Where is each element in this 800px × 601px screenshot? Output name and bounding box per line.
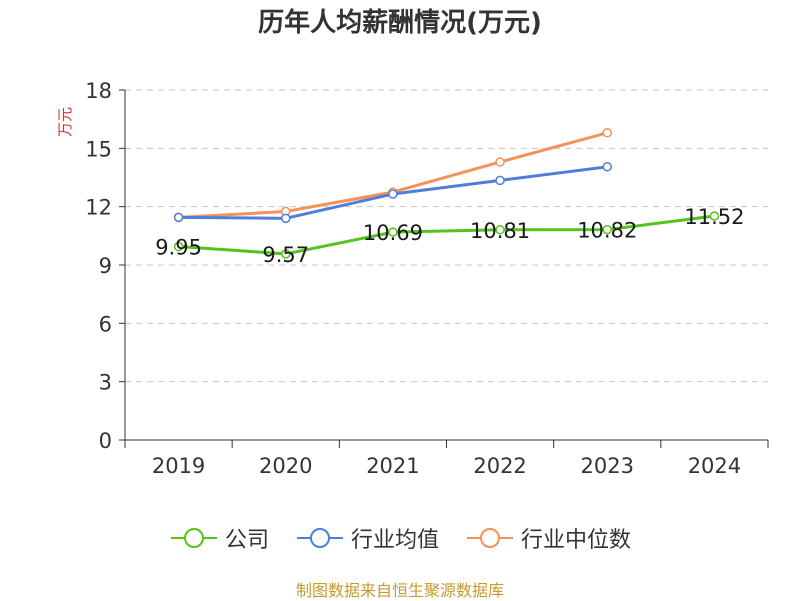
legend-item-company[interactable]: 公司 [169,522,269,554]
data-label: 11.52 [684,205,744,229]
y-tick-label: 3 [99,371,112,395]
data-point [709,211,720,221]
data-label: 10.82 [577,219,637,243]
y-tick-label: 0 [99,429,112,453]
legend-marker-icon [170,528,217,548]
series-points [173,128,720,259]
legend-circle [309,528,330,548]
legend-label: 行业均值 [350,528,439,553]
data-point [388,189,398,199]
data-point [602,224,612,235]
data-point [495,157,505,167]
x-tick-label: 2020 [259,454,312,478]
data-point [173,241,184,252]
legend-item-industry-mean[interactable]: 行业均值 [295,522,439,554]
data-label: 10.81 [470,219,530,243]
x-tick-label: 2023 [581,454,634,478]
data-point [388,227,398,237]
legend-circle [183,528,204,548]
data-label: 9.57 [262,243,309,267]
legend-label: 公司 [224,528,269,553]
x-axis: 2019 2020 2021 2022 2023 2024 [124,439,769,478]
y-tick-label: 9 [99,254,112,278]
y-tick-label: 18 [85,79,112,103]
data-point [602,128,612,138]
data-point [281,249,291,259]
data-point [495,225,505,235]
data-point [495,175,505,186]
x-tick-label: 2019 [152,454,205,478]
x-tick-label: 2022 [473,454,526,478]
y-axis-label: 万元 [56,107,74,137]
chart-title: 历年人均薪酬情况(万元) [258,8,542,38]
y-axis: 0 3 6 9 12 15 18 [85,79,126,453]
data-point [281,213,291,224]
legend-marker-icon [467,528,513,548]
y-tick-label: 15 [85,137,112,161]
legend-marker-icon [296,528,343,548]
data-label: 10.69 [363,221,423,245]
legend-label: 行业中位数 [521,528,632,553]
y-tick-label: 12 [85,196,112,220]
x-tick-label: 2021 [366,454,419,478]
legend-circle [480,528,500,548]
y-tick-label: 6 [99,312,112,336]
series-line [178,214,715,256]
data-point [602,162,612,172]
data-source-note: 制图数据来自恒生聚源数据库 [295,581,504,600]
data-point [173,212,184,223]
legend-item-industry-median[interactable]: 行业中位数 [465,522,631,554]
data-labels: 9.95 9.57 10.69 10.81 10.82 11.52 [155,205,744,267]
legend: 公司 行业均值 行业中位数 [0,518,800,558]
grid-lines [125,89,768,383]
x-tick-label: 2024 [688,454,741,478]
data-label: 9.95 [155,236,202,260]
